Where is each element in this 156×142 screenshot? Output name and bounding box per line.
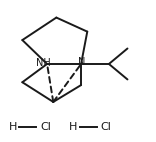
Text: Cl: Cl [40, 122, 51, 132]
Text: Cl: Cl [100, 122, 111, 132]
Text: N: N [78, 57, 85, 67]
Text: H: H [9, 122, 17, 132]
Text: NH: NH [36, 58, 51, 68]
Text: H: H [69, 122, 78, 132]
